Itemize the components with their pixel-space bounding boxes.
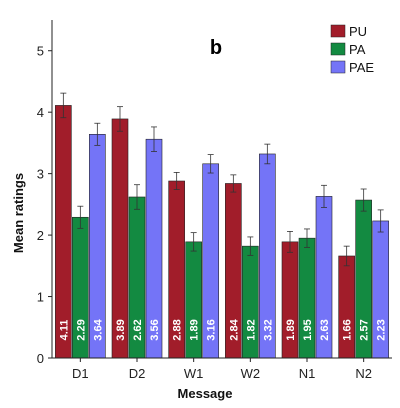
x-tick-label-n1: N1 — [299, 366, 316, 381]
bar-pu-n2 — [338, 255, 355, 359]
bar-value-label-pu-n2: 1.66 — [342, 319, 354, 340]
legend-label-pa: PA — [349, 42, 366, 57]
bar-value-label-pae-w2: 3.32 — [262, 319, 274, 340]
y-tick-label-4: 4 — [37, 105, 44, 120]
x-tick-label-d2: D2 — [129, 366, 146, 381]
y-axis-label: Mean ratings — [11, 173, 26, 253]
bar-value-label-pu-d1: 4.11 — [58, 320, 70, 341]
bar-value-label-pa-n2: 2.57 — [359, 319, 371, 340]
bar-value-label-pae-n2: 2.23 — [376, 319, 388, 340]
error-bars-group — [60, 92, 384, 267]
legend-label-pu: PU — [349, 24, 367, 39]
legend: PU PA PAE — [330, 24, 374, 75]
bar-value-label-pae-d1: 3.64 — [92, 318, 104, 340]
y-tick-label-1: 1 — [37, 290, 44, 305]
y-tick-label-0: 0 — [37, 351, 44, 366]
legend-swatch-pu — [330, 24, 346, 38]
x-tick-label-n2: N2 — [355, 366, 372, 381]
y-tick-label-5: 5 — [37, 44, 44, 59]
bar-value-label-pa-d1: 2.29 — [75, 319, 87, 340]
legend-swatch-pa — [330, 42, 346, 56]
axes-group: D1 D2 W1 W2 N1 N2 0 1 2 3 4 5 — [37, 20, 392, 381]
x-axis-label: Message — [178, 386, 233, 401]
bar-value-label-pa-w1: 1.89 — [189, 319, 201, 340]
x-tick-label-w2: W2 — [241, 366, 261, 381]
panel-label: b — [210, 37, 222, 59]
x-tick-label-d1: D1 — [72, 366, 89, 381]
y-tick-label-3: 3 — [37, 167, 44, 182]
bars-group — [55, 105, 389, 359]
legend-swatch-pae — [330, 60, 346, 74]
bar-value-label-pu-w1: 2.88 — [172, 319, 184, 340]
bar-value-label-pae-w1: 3.16 — [206, 319, 218, 340]
bar-value-label-pu-d2: 3.89 — [115, 319, 127, 340]
bar-value-label-pa-w2: 1.82 — [245, 319, 257, 340]
bar-value-label-pa-d2: 2.62 — [132, 319, 144, 340]
legend-label-pae: PAE — [349, 60, 374, 75]
bar-labels-group: 4.11 2.29 3.64 3.89 2.62 3.56 2.88 1.89 3.16 2.84… — [58, 318, 387, 340]
y-tick-label-2: 2 — [37, 228, 44, 243]
x-tick-label-w1: W1 — [184, 366, 204, 381]
bar-value-label-pa-n1: 1.95 — [302, 319, 314, 340]
bar-value-label-pu-w2: 2.84 — [228, 318, 240, 340]
bar-value-label-pae-d2: 3.56 — [149, 319, 161, 340]
bar-value-label-pae-n1: 2.63 — [319, 319, 331, 340]
bar-value-label-pu-n1: 1.89 — [285, 319, 297, 340]
